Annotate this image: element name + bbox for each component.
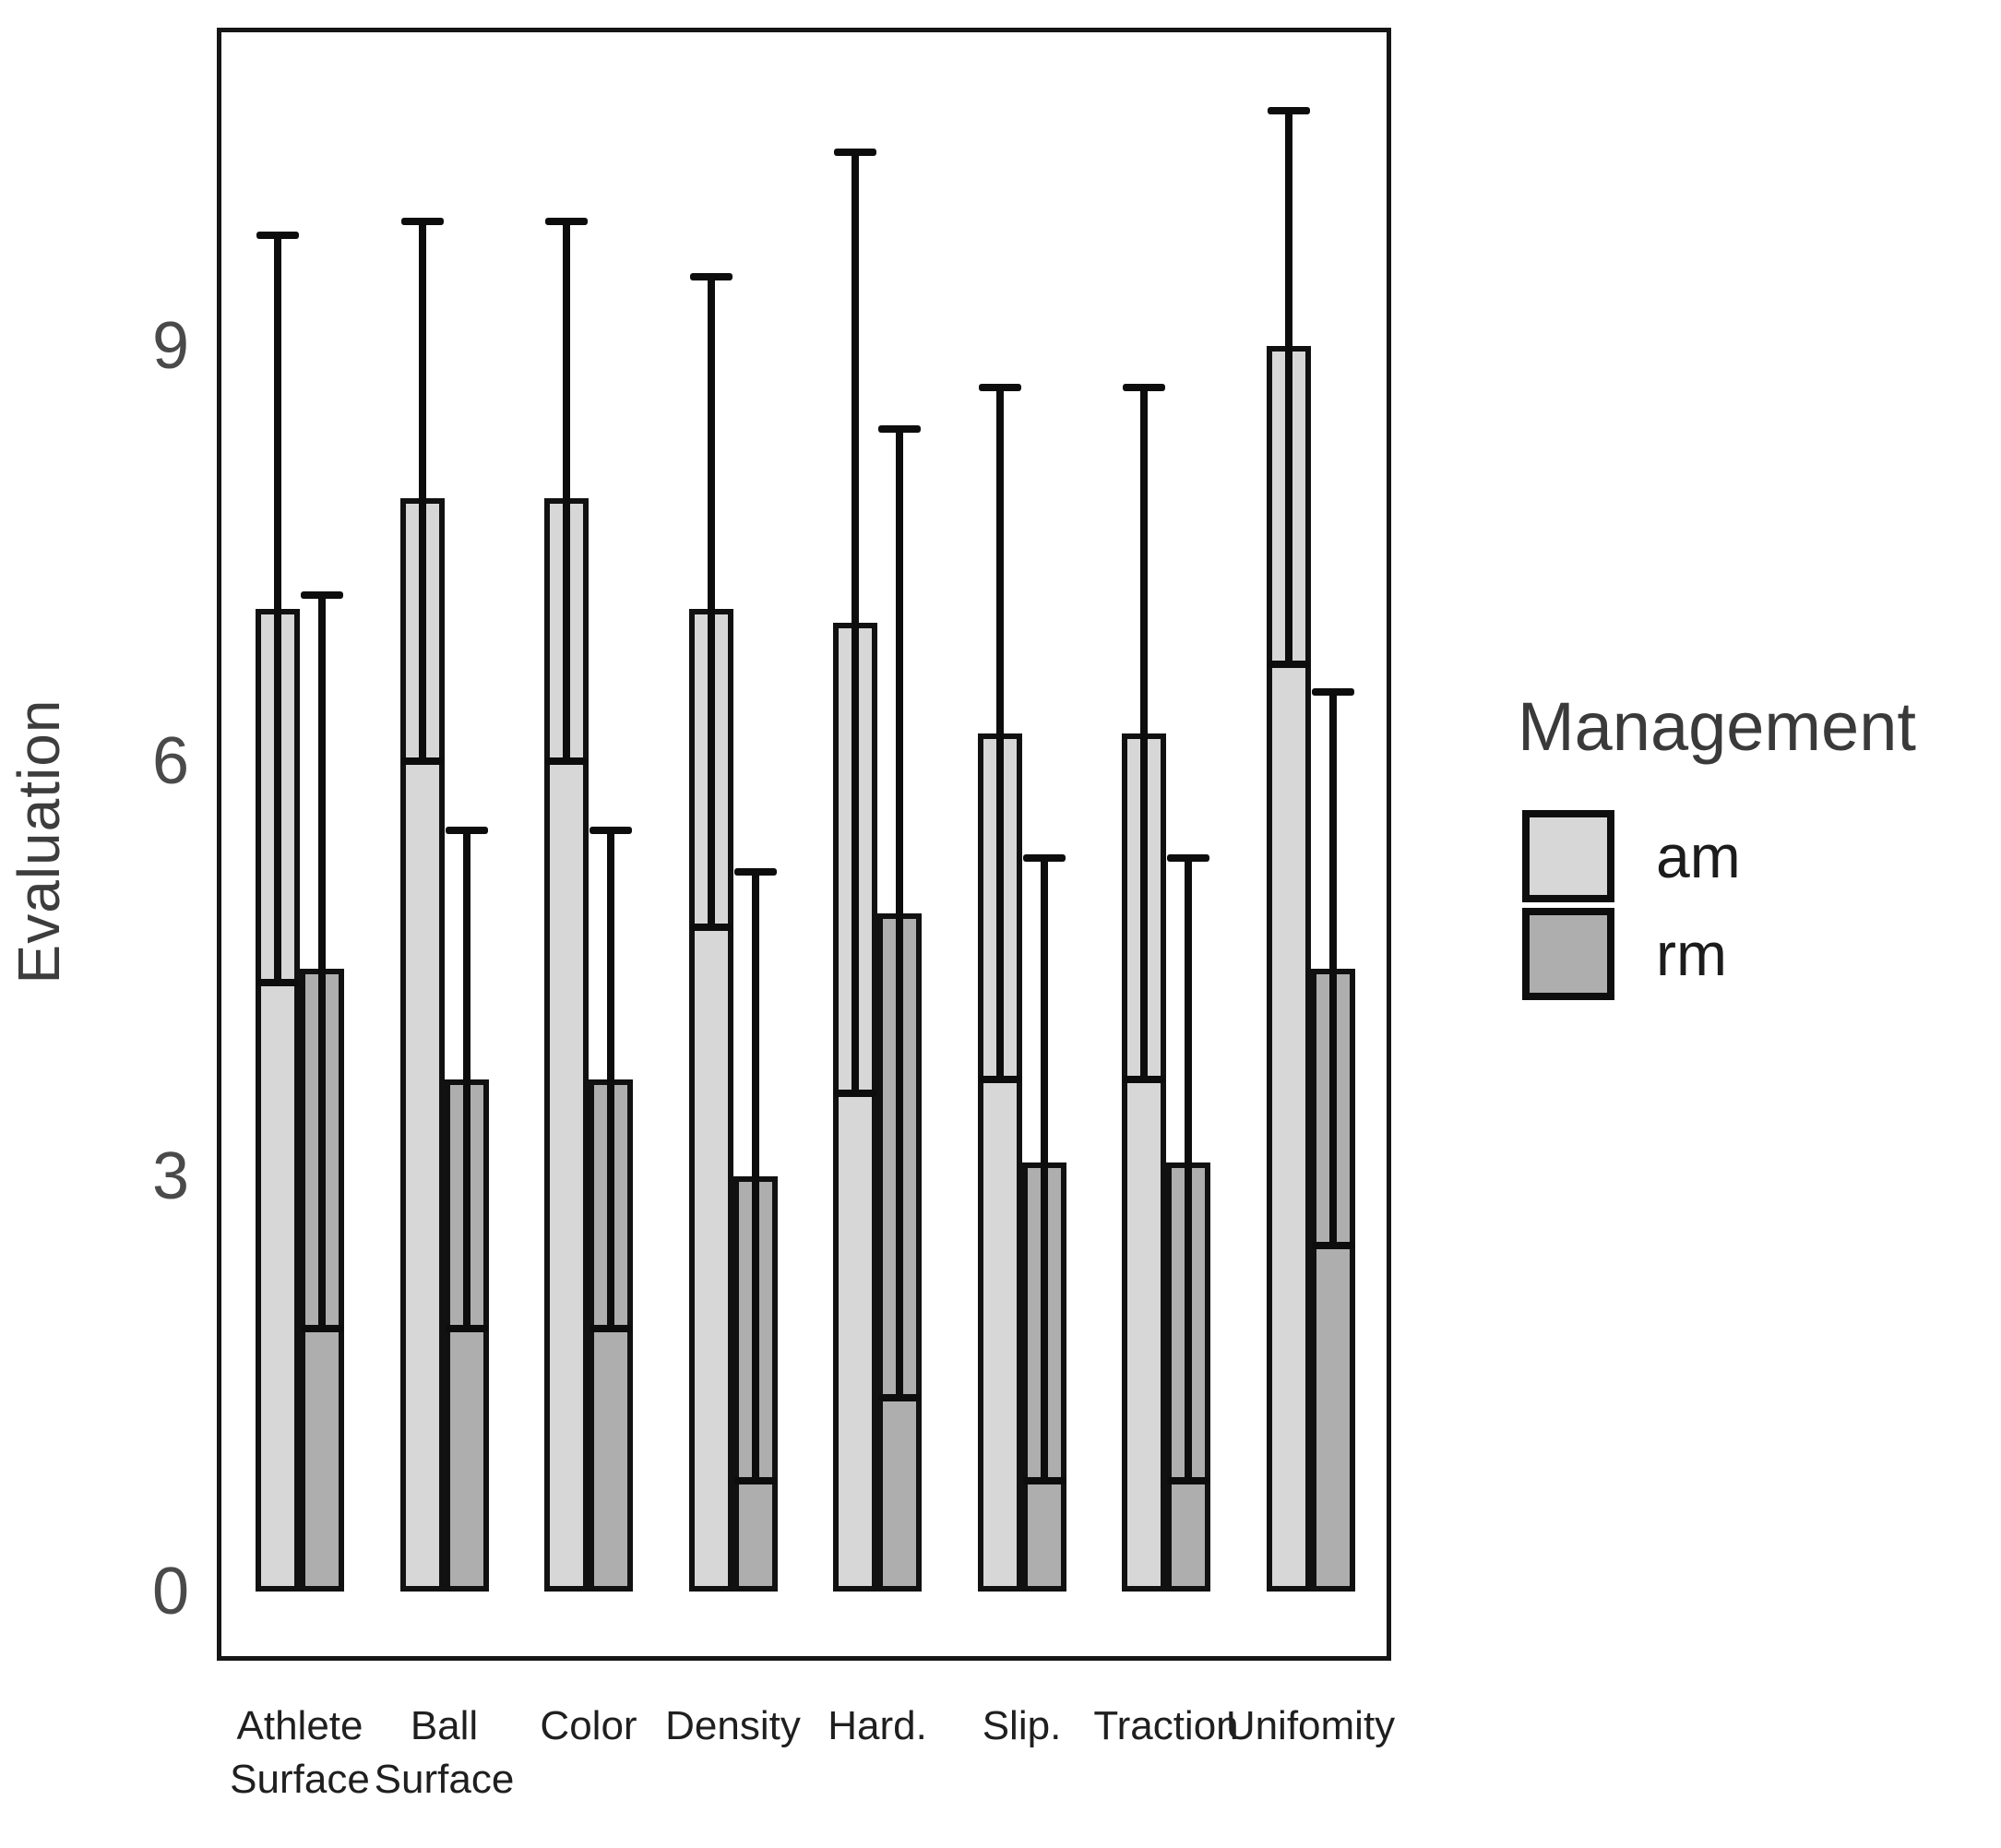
x-tick-label: Traction	[1093, 1703, 1239, 1748]
y-tick-label: 9	[151, 309, 189, 383]
am-error-cap-top	[978, 384, 1021, 391]
am-error-cap-top	[1123, 384, 1165, 391]
rm-error-cap-bottom	[445, 1325, 488, 1332]
am-bar	[399, 498, 445, 1592]
am-error-cap-bottom	[834, 1090, 876, 1097]
legend-swatch-am	[1522, 810, 1614, 902]
rm-error-cap-bottom	[733, 1477, 777, 1484]
am-error-bar	[995, 387, 1004, 1079]
am-error-bar	[418, 221, 426, 761]
am-error-bar	[707, 277, 715, 927]
rm-error-cap-bottom	[1167, 1477, 1209, 1484]
am-error-cap-bottom	[1123, 1076, 1165, 1083]
rm-error-bar	[1040, 858, 1048, 1481]
x-tick-label: Ball Surface	[374, 1703, 515, 1802]
y-tick-label: 0	[151, 1555, 189, 1628]
y-tick-label: 6	[151, 724, 189, 798]
x-tick-label: Slip.	[982, 1703, 1062, 1748]
rm-error-bar	[1328, 692, 1337, 1246]
rm-error-cap-top	[1022, 854, 1066, 862]
rm-error-bar	[318, 595, 326, 1329]
am-error-cap-bottom	[256, 979, 299, 986]
legend-label-am: am	[1656, 822, 1741, 890]
rm-error-bar	[1185, 858, 1192, 1481]
legend-title: Management	[1518, 688, 1916, 765]
rm-error-cap-bottom	[1311, 1242, 1354, 1249]
am-bar	[688, 609, 733, 1592]
am-error-bar	[1140, 387, 1148, 1079]
am-error-bar	[563, 221, 570, 761]
am-error-cap-top	[400, 218, 444, 225]
plot-area	[217, 28, 1391, 1661]
am-error-cap-bottom	[1267, 661, 1310, 668]
rm-error-cap-top	[445, 827, 488, 834]
rm-error-bar	[896, 429, 903, 1398]
am-error-cap-bottom	[689, 924, 733, 931]
rm-error-cap-bottom	[301, 1325, 343, 1332]
am-error-bar	[274, 235, 281, 983]
am-error-cap-top	[834, 149, 876, 156]
x-tick-label: Density	[665, 1703, 801, 1748]
am-error-bar	[1284, 111, 1292, 664]
rm-error-cap-top	[1167, 854, 1209, 862]
am-error-cap-top	[689, 273, 733, 280]
rm-error-cap-top	[733, 868, 777, 876]
am-error-cap-top	[1267, 107, 1310, 114]
rm-error-bar	[751, 872, 759, 1481]
legend-swatch-rm	[1522, 908, 1614, 1000]
rm-error-cap-top	[878, 425, 921, 433]
am-error-cap-bottom	[545, 757, 588, 765]
x-tick-label: Color	[540, 1703, 637, 1748]
rm-error-cap-top	[590, 827, 632, 834]
am-bar	[544, 498, 589, 1592]
am-error-bar	[852, 152, 859, 1093]
am-error-cap-top	[545, 218, 588, 225]
rm-error-cap-bottom	[590, 1325, 632, 1332]
x-tick-label: Hard.	[828, 1703, 927, 1748]
am-error-cap-bottom	[978, 1076, 1021, 1083]
x-tick-label: Athlete Surface	[230, 1703, 370, 1802]
rm-error-cap-bottom	[1022, 1477, 1066, 1484]
x-tick-label: Unifomity	[1225, 1703, 1396, 1748]
legend-label-rm: rm	[1656, 920, 1727, 988]
rm-error-cap-bottom	[878, 1394, 921, 1401]
rm-error-bar	[607, 830, 614, 1329]
y-tick-label: 3	[151, 1139, 189, 1213]
rm-error-cap-top	[1311, 688, 1354, 696]
rm-error-bar	[462, 830, 470, 1329]
am-error-cap-top	[256, 232, 299, 239]
am-error-cap-bottom	[400, 757, 444, 765]
rm-error-cap-top	[301, 591, 343, 599]
